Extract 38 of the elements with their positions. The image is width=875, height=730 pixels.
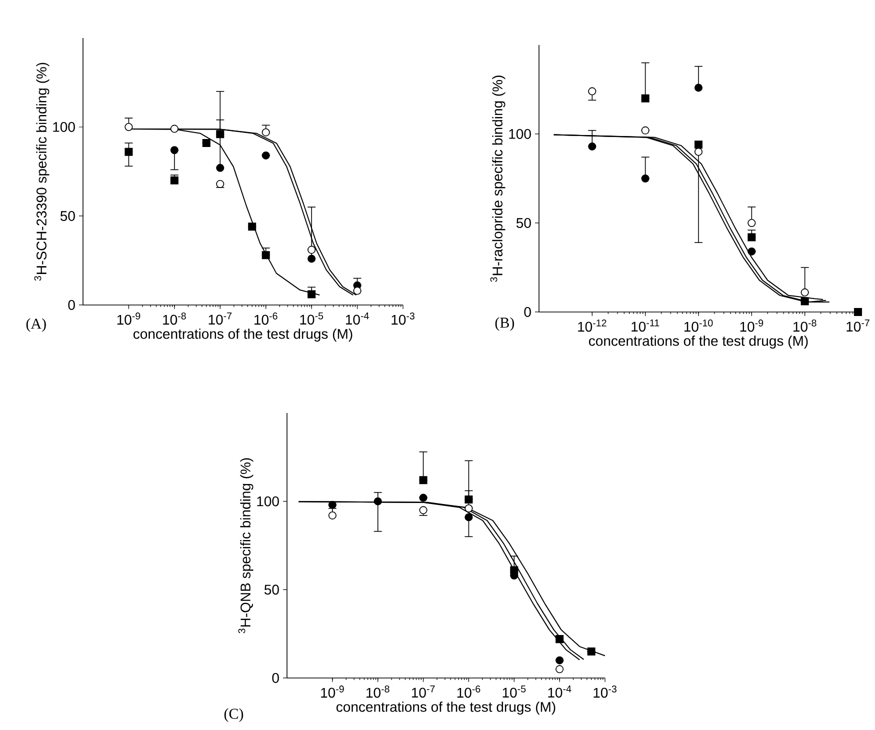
x-tick-label: 10$^{-8}$ xyxy=(163,312,186,325)
x-tick-label: 10$^{-9}$ xyxy=(740,320,764,332)
y-tick-label: 50 xyxy=(516,218,531,228)
y-tick-label: 0 xyxy=(272,673,279,683)
x-axis-title: concentrations of the test drugs (M) xyxy=(588,336,808,349)
x-tick-label: 10$^{-8}$ xyxy=(794,320,816,332)
x-tick-label: 10$^{-9}$ xyxy=(117,312,140,325)
y-tick-label: 100 xyxy=(509,129,531,139)
text: (A) xyxy=(26,318,46,332)
x-tick-label: 10$^{-4}$ xyxy=(346,312,369,325)
y-tick-label: 100 xyxy=(257,496,279,506)
x-tick-label: 10$^{-3}$ xyxy=(594,686,616,698)
x-tick-label: 10$^{-10}$ xyxy=(684,320,713,332)
x-tick-label: 10$^{-7}$ xyxy=(412,686,435,698)
y-tick-label: 0 xyxy=(524,307,531,317)
x-tick-label: 10$^{-6}$ xyxy=(254,312,278,325)
y-tick-label: 0 xyxy=(68,300,75,310)
x-tick-label: 10$^{-9}$ xyxy=(321,686,344,698)
x-tick-label: 10$^{-5}$ xyxy=(502,686,526,698)
text: (C) xyxy=(224,708,244,722)
x-tick-label: 10$^{-4}$ xyxy=(548,686,572,698)
x-axis-title: concentrations of the test drugs (M) xyxy=(336,702,556,715)
y-tick-label: 100 xyxy=(53,122,75,132)
x-tick-label: 10$^{-11}$ xyxy=(632,320,660,332)
x-tick-label: 10$^{-3}$ xyxy=(392,312,414,325)
y-tick-label: 50 xyxy=(60,211,75,221)
y-axis-title: $^{3}$H-QNB specific binding (%) xyxy=(238,458,254,634)
x-tick-label: 10$^{-6}$ xyxy=(457,686,480,698)
y-axis-title: $^{3}$H-SCH-23390 specific binding (%) xyxy=(34,62,50,281)
x-axis-title: concentrations of the test drugs (M) xyxy=(133,328,352,342)
y-tick-label: 50 xyxy=(264,584,279,595)
x-tick-label: 10$^{-7}$ xyxy=(208,312,232,325)
y-axis-title: $^{3}$H-raclopride specific binding (%) xyxy=(490,76,506,282)
x-tick-label: 10$^{-8}$ xyxy=(366,686,390,698)
x-tick-label: 10$^{-7}$ xyxy=(846,320,870,332)
text: (B) xyxy=(495,317,514,331)
x-tick-label: 10$^{-12}$ xyxy=(578,320,606,332)
x-tick-label: 10$^{-5}$ xyxy=(300,312,324,325)
